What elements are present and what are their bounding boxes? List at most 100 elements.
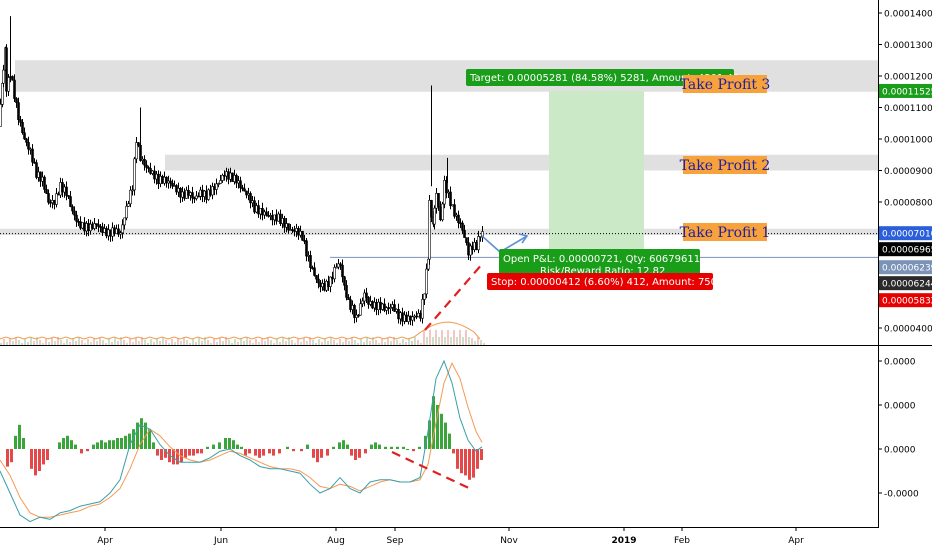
price-marker xyxy=(879,226,932,241)
macd-histogram-bar xyxy=(62,438,65,449)
volume-bar xyxy=(273,343,275,345)
volume-bar xyxy=(135,338,137,345)
volume-bar xyxy=(48,342,50,345)
volume-bar xyxy=(174,342,176,345)
volume-bar xyxy=(348,341,350,345)
macd-histogram-bar xyxy=(444,422,447,449)
take-profit-label: Take Profit 3 xyxy=(680,77,771,93)
take-profit-tag[interactable] xyxy=(683,75,767,93)
volume-bar xyxy=(315,343,317,345)
candle-body xyxy=(449,191,452,207)
candle-body xyxy=(117,228,120,235)
volume-bar xyxy=(120,337,122,345)
candle-body xyxy=(163,176,166,184)
pnl-label-box[interactable] xyxy=(499,249,700,277)
volume-bar xyxy=(210,343,212,345)
signal-line xyxy=(0,362,483,518)
volume-bar xyxy=(360,339,362,345)
candle-body xyxy=(245,190,248,196)
candle-body xyxy=(177,188,180,193)
candle-body xyxy=(199,189,202,197)
volume-bar xyxy=(462,337,464,345)
time-tick-label: Jun xyxy=(213,536,228,546)
candle-body xyxy=(141,158,144,161)
macd-histogram-bar xyxy=(152,442,155,449)
volume-bar xyxy=(153,342,155,345)
macd-histogram-bar xyxy=(424,435,427,449)
volume-bar xyxy=(384,342,386,345)
candle-body xyxy=(189,192,192,196)
candle-body xyxy=(161,175,164,184)
stop-label-box[interactable] xyxy=(487,273,713,290)
macd-histogram-bar xyxy=(212,444,215,449)
candle-body xyxy=(181,191,184,198)
macd-histogram-bar xyxy=(342,440,345,449)
candle-body xyxy=(45,189,48,194)
macd-histogram-bar xyxy=(306,444,309,449)
price-marker-label: 0.00006239 xyxy=(882,264,932,274)
candle-body xyxy=(211,186,214,196)
volume-bar xyxy=(246,337,248,345)
volume-bar xyxy=(27,342,29,345)
candle-body xyxy=(83,222,86,232)
target-label-box[interactable] xyxy=(466,69,734,86)
volume-bar xyxy=(39,340,41,345)
volume-bar xyxy=(474,341,476,345)
time-axis[interactable]: Apr Jun Aug Sep Nov 2019 Feb Apr xyxy=(97,527,804,546)
position-labels[interactable]: Target: 0.00005281 (84.58%) 5281, Amount… xyxy=(466,69,770,290)
candle-body xyxy=(347,297,350,300)
volume-bar xyxy=(216,342,218,345)
position-tool[interactable] xyxy=(0,90,878,258)
candle-body xyxy=(393,304,396,312)
macd-tick-label: 0.0000 xyxy=(884,446,916,456)
macd-line xyxy=(0,359,483,523)
candle-body xyxy=(453,204,456,217)
candle-body xyxy=(7,77,10,92)
volume-bar xyxy=(75,341,77,345)
time-tick-label: Apr xyxy=(788,536,804,546)
macd-histogram-bar xyxy=(6,449,9,467)
volume-bar xyxy=(372,337,374,345)
candle-body xyxy=(339,263,342,266)
macd-histogram-bar xyxy=(412,449,415,452)
macd-axis[interactable]: 0.0000 0.0000 0.0000 -0.0000 xyxy=(878,358,919,500)
macd-histogram-bar xyxy=(192,449,195,456)
volume-bar xyxy=(222,341,224,345)
volume-bar xyxy=(270,340,272,345)
candle-body xyxy=(101,226,104,233)
volume-bar xyxy=(207,340,209,345)
price-marker xyxy=(879,242,932,257)
volume-bar xyxy=(144,340,146,345)
macd-histogram-bar xyxy=(452,449,455,454)
macd-histogram-bar xyxy=(396,446,399,449)
take-profit-tag[interactable] xyxy=(683,223,767,241)
volume-bar xyxy=(420,343,422,345)
take-profit-tag[interactable] xyxy=(683,156,767,174)
macd-histogram-bar xyxy=(42,449,45,465)
volume-bar xyxy=(129,339,131,345)
candle-body xyxy=(227,171,230,180)
volume-bar xyxy=(132,342,134,345)
candle-body xyxy=(195,195,198,199)
price-marker-label: 0.00006244 xyxy=(882,280,932,290)
candle-body xyxy=(365,292,368,298)
volume-bar xyxy=(429,330,431,345)
candle-body xyxy=(15,98,18,103)
volume-bar xyxy=(3,339,5,345)
candle-body xyxy=(73,210,76,216)
volume-bar xyxy=(408,338,410,345)
target-area[interactable] xyxy=(549,90,644,258)
macd-histogram-bar xyxy=(272,449,275,456)
price-marker-label: 0.00006965 xyxy=(882,246,932,256)
macd-histogram-bar xyxy=(300,449,303,452)
macd-histogram-bar xyxy=(70,440,73,449)
macd-histogram-bar xyxy=(480,449,483,460)
volume-bar xyxy=(84,343,86,345)
macd-histogram-bar xyxy=(116,438,119,449)
candle-body xyxy=(11,76,14,81)
volume-bar xyxy=(24,339,26,345)
